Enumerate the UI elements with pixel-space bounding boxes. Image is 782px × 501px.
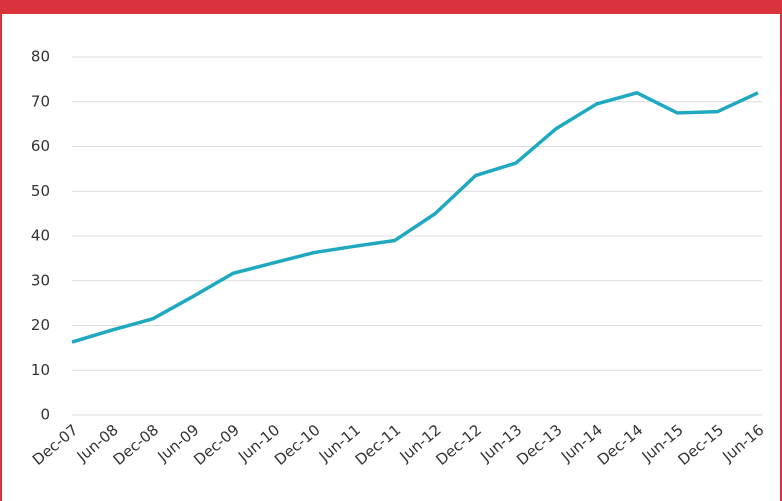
- x-tick-label: Jun-16: [718, 421, 767, 466]
- x-tick-label: Dec-14: [594, 421, 647, 469]
- right-border: [780, 0, 782, 501]
- y-tick-label: 80: [31, 48, 50, 66]
- x-tick-label: Dec-07: [29, 421, 82, 469]
- x-tick-label: Dec-09: [190, 421, 243, 469]
- y-tick-label: 40: [31, 227, 50, 245]
- left-border: [0, 0, 2, 501]
- x-tick-label: Dec-11: [352, 421, 405, 469]
- y-tick-label: 10: [31, 361, 50, 379]
- x-tick-label: Dec-10: [271, 421, 324, 469]
- y-tick-label: 50: [31, 182, 50, 200]
- x-tick-label: Dec-15: [675, 421, 728, 469]
- x-tick-label: Dec-12: [432, 421, 485, 469]
- y-tick-label: 60: [31, 137, 50, 155]
- top-bar: [0, 0, 782, 14]
- data-line: [71, 91, 759, 344]
- y-tick-label: 70: [31, 92, 50, 110]
- y-tick-label: 0: [40, 406, 50, 424]
- y-tick-label: 20: [31, 316, 50, 334]
- y-tick-label: 30: [31, 271, 50, 289]
- x-tick-label: Dec-13: [513, 421, 566, 469]
- x-tick-label: Dec-08: [110, 421, 163, 469]
